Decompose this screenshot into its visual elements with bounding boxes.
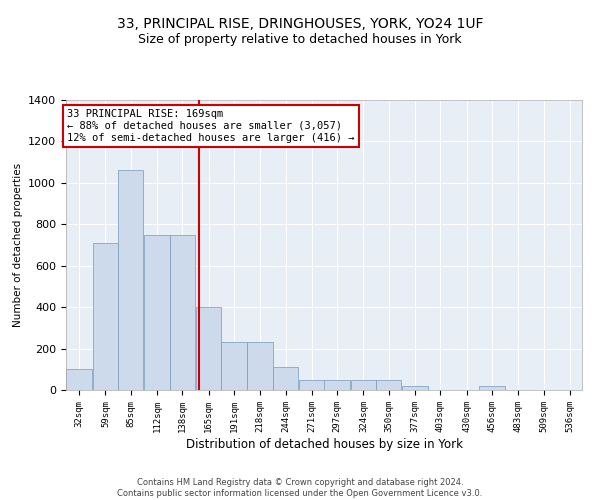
Bar (221, 342, 247, 390)
Bar (376, 380, 401, 390)
Bar (144, 234, 170, 390)
Bar (196, 307, 221, 390)
Bar (325, 380, 350, 390)
Y-axis label: Number of detached properties: Number of detached properties (13, 163, 23, 327)
Bar (170, 234, 195, 390)
Bar (402, 386, 428, 390)
Bar (247, 342, 273, 390)
X-axis label: Distribution of detached houses by size in York: Distribution of detached houses by size … (185, 438, 463, 450)
Text: 33, PRINCIPAL RISE, DRINGHOUSES, YORK, YO24 1UF: 33, PRINCIPAL RISE, DRINGHOUSES, YORK, Y… (117, 18, 483, 32)
Text: Size of property relative to detached houses in York: Size of property relative to detached ho… (138, 32, 462, 46)
Text: Contains HM Land Registry data © Crown copyright and database right 2024.
Contai: Contains HM Land Registry data © Crown c… (118, 478, 482, 498)
Text: 33 PRINCIPAL RISE: 169sqm
← 88% of detached houses are smaller (3,057)
12% of se: 33 PRINCIPAL RISE: 169sqm ← 88% of detac… (67, 110, 355, 142)
Bar (118, 170, 143, 390)
Bar (479, 386, 505, 390)
Bar (92, 243, 118, 390)
Bar (350, 380, 376, 390)
Bar (299, 380, 325, 390)
Bar (67, 370, 92, 390)
Bar (273, 367, 298, 390)
